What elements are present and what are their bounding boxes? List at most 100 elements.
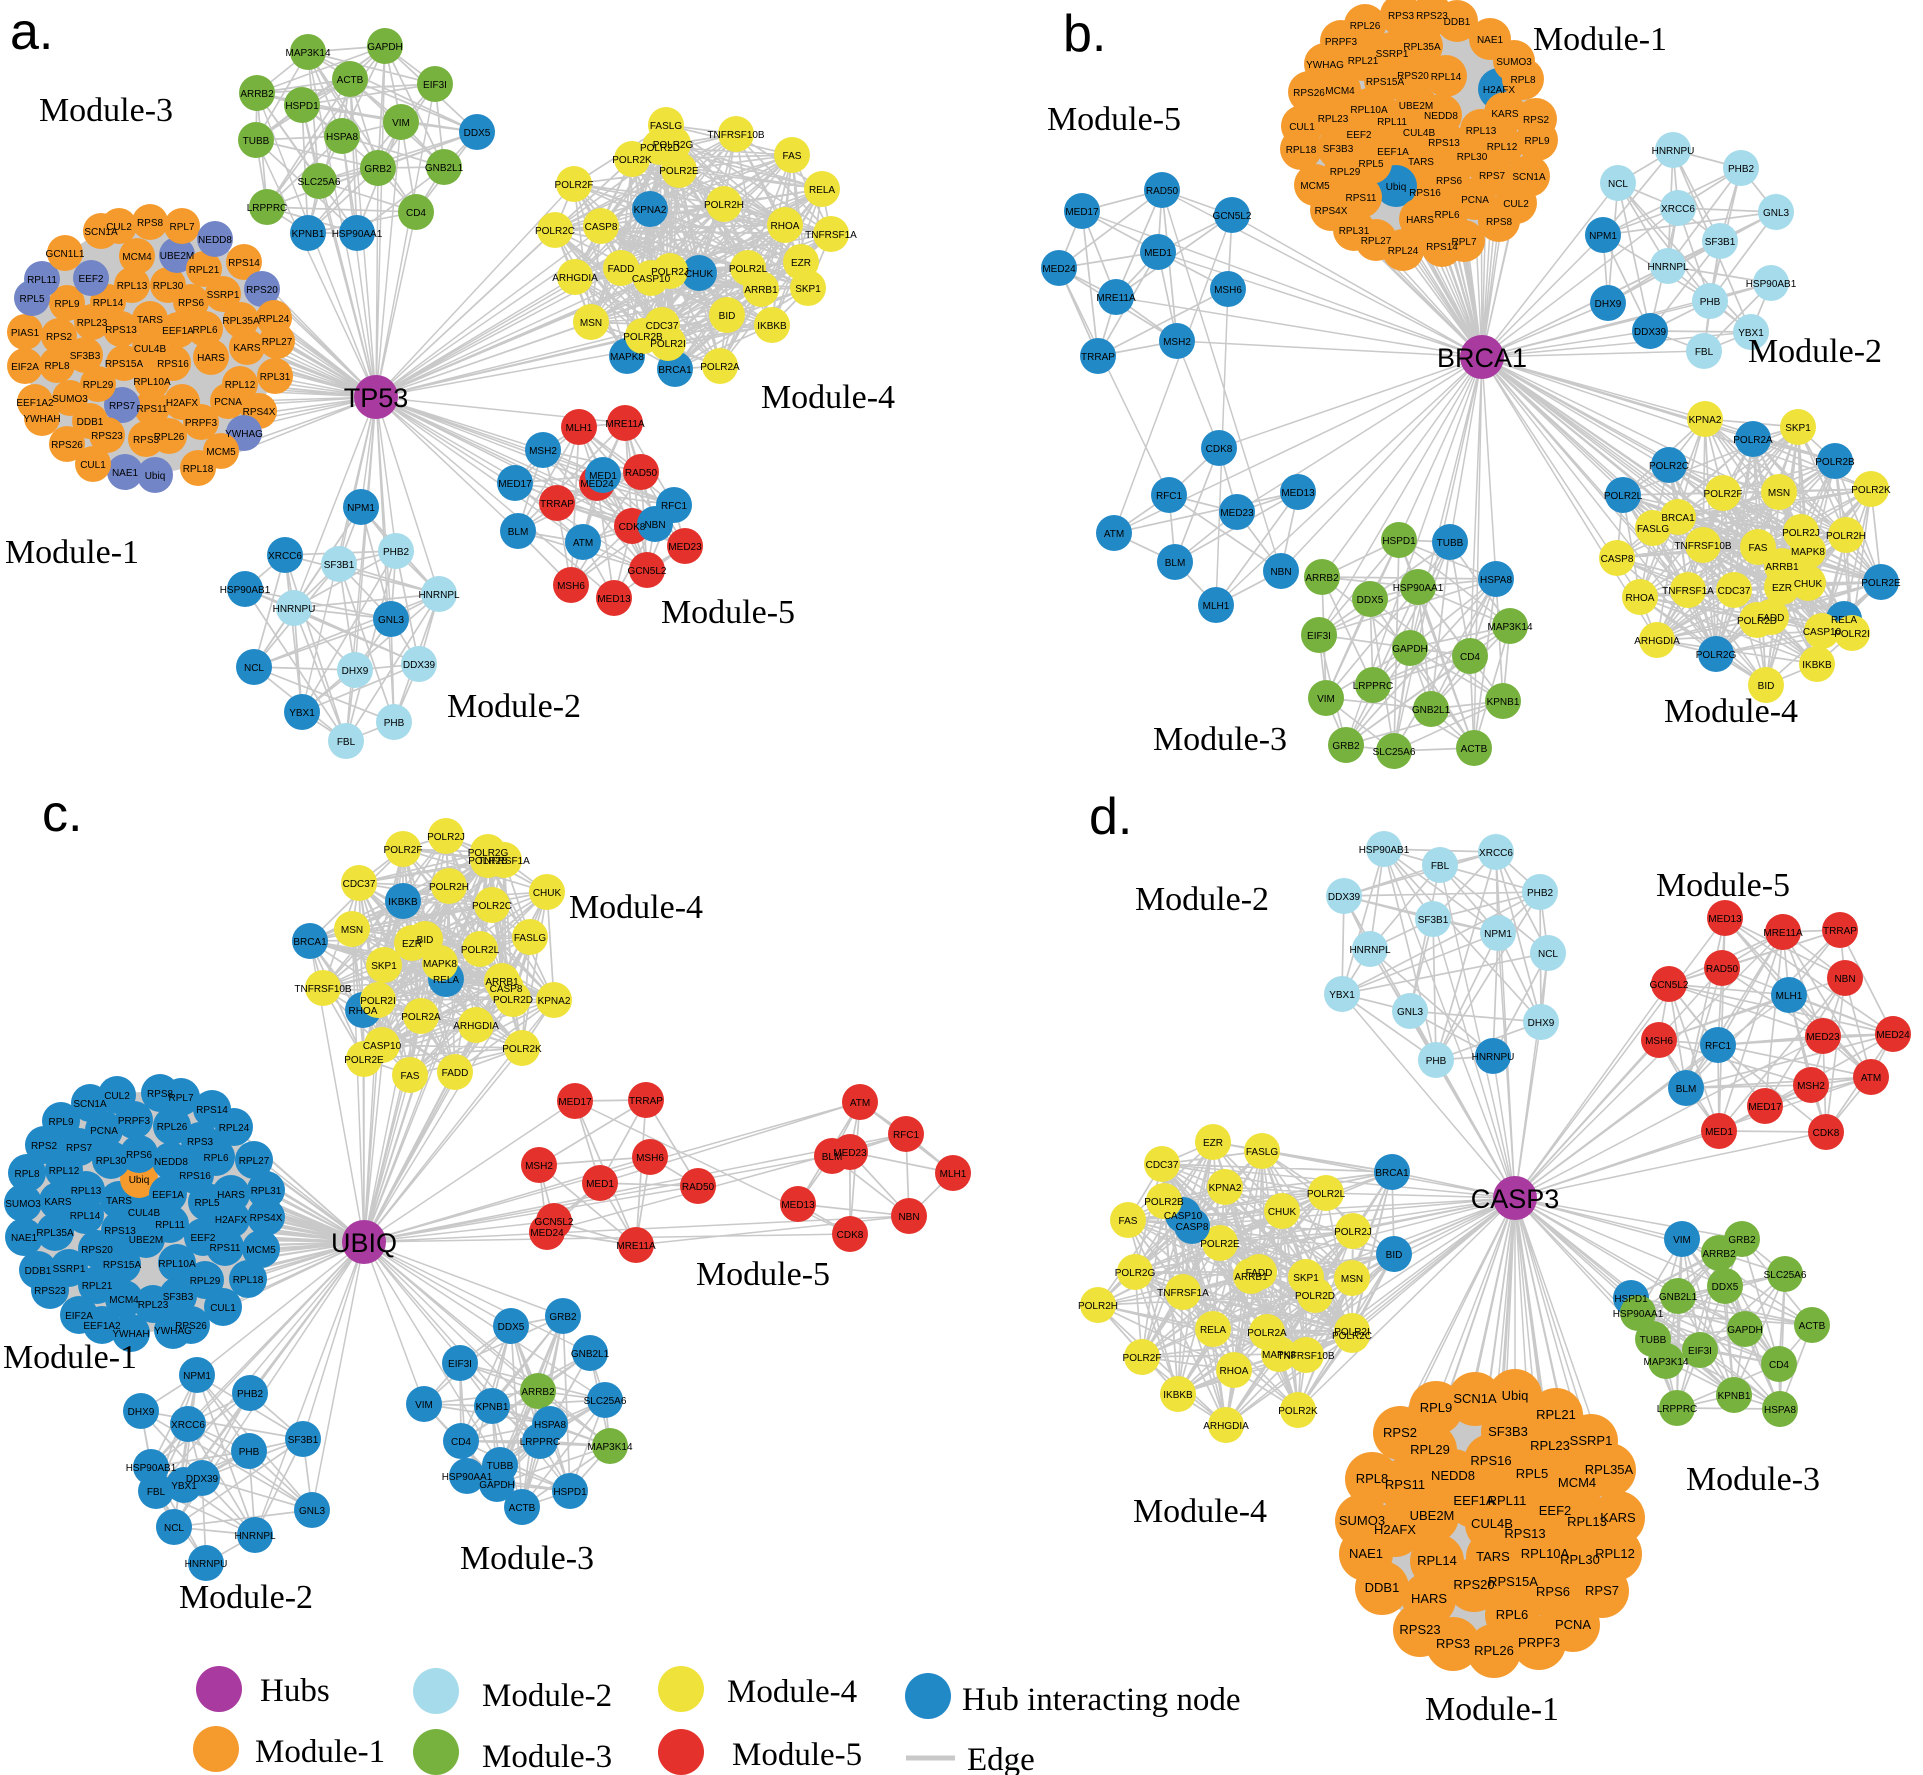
svg-text:SF3B3: SF3B3 [1488,1424,1528,1439]
svg-text:SF3B1: SF3B1 [288,1435,319,1446]
svg-text:FASLG: FASLG [1246,1147,1278,1158]
svg-text:TNFRSF1A: TNFRSF1A [1157,1288,1209,1299]
svg-text:FADD: FADD [442,1068,469,1079]
svg-text:EEF1A: EEF1A [162,326,194,337]
svg-text:POLR2L: POLR2L [729,264,768,275]
svg-text:CASP8: CASP8 [1601,554,1634,565]
svg-text:RPL27: RPL27 [239,1156,270,1167]
svg-text:POLR2E: POLR2E [344,1055,384,1066]
svg-text:RPS16: RPS16 [1409,188,1441,199]
svg-text:POLR2K: POLR2K [612,155,652,166]
svg-text:ACTB: ACTB [1461,744,1488,755]
svg-text:RPS16: RPS16 [1470,1453,1511,1468]
svg-text:POLR2D: POLR2D [1295,1291,1335,1302]
svg-text:VIM: VIM [415,1400,433,1411]
svg-text:HSP90AB1: HSP90AB1 [1746,279,1797,290]
svg-text:UBE2M: UBE2M [1399,101,1433,112]
svg-text:RPS13: RPS13 [1504,1526,1545,1541]
svg-text:POLR2F: POLR2F [1123,1353,1162,1364]
svg-text:POLR2A: POLR2A [700,362,740,373]
svg-text:RPL12: RPL12 [1487,142,1518,153]
svg-text:TARS: TARS [137,315,163,326]
svg-text:ACTB: ACTB [337,75,364,86]
svg-text:XRCC6: XRCC6 [268,551,302,562]
svg-text:EIF2A: EIF2A [11,362,39,373]
svg-text:RPL7: RPL7 [169,222,194,233]
svg-text:CUL1: CUL1 [210,1303,236,1314]
svg-text:RPL9: RPL9 [48,1117,73,1128]
svg-text:CDK8: CDK8 [1813,1128,1840,1139]
svg-text:GRB2: GRB2 [1728,1235,1756,1246]
svg-text:NPM1: NPM1 [1589,231,1617,242]
svg-text:HSPA8: HSPA8 [1764,1405,1796,1416]
svg-text:FASLG: FASLG [514,933,546,944]
svg-text:KARS: KARS [233,343,261,354]
svg-text:SF3B1: SF3B1 [1705,237,1736,248]
svg-text:RPL21: RPL21 [82,1281,113,1292]
svg-text:POLR2L: POLR2L [461,945,500,956]
svg-text:CDK8: CDK8 [1206,444,1233,455]
svg-text:GCN5L2: GCN5L2 [628,566,667,577]
svg-text:IKBKB: IKBKB [1802,660,1832,671]
svg-text:RPL8: RPL8 [1510,75,1535,86]
svg-text:EEF2: EEF2 [78,274,103,285]
svg-text:POLR2G: POLR2G [1115,1268,1156,1279]
svg-text:SF3B1: SF3B1 [1418,915,1449,926]
svg-text:HSPD1: HSPD1 [1614,1294,1648,1305]
svg-text:ARRB1: ARRB1 [485,977,519,988]
svg-text:BRCA1: BRCA1 [1437,343,1527,373]
svg-text:POLR2J: POLR2J [1782,528,1820,539]
svg-text:PRPF3: PRPF3 [185,418,218,429]
svg-text:ARHGDIA: ARHGDIA [1203,1421,1249,1432]
svg-text:POLR2F: POLR2F [384,845,423,856]
svg-text:RHOA: RHOA [771,221,800,232]
svg-text:RPS20: RPS20 [1453,1577,1494,1592]
svg-text:CASP8: CASP8 [1176,1222,1209,1233]
svg-text:RPL8: RPL8 [14,1169,39,1180]
svg-text:DDX5: DDX5 [1357,595,1384,606]
svg-text:VIM: VIM [392,118,410,129]
svg-text:POLR2F: POLR2F [555,180,594,191]
svg-text:POLR2C: POLR2C [1332,1331,1372,1342]
svg-text:NAE1: NAE1 [1349,1546,1383,1561]
svg-text:DHX9: DHX9 [1595,299,1622,310]
svg-text:PHB2: PHB2 [1728,164,1755,175]
svg-text:RPL30: RPL30 [153,281,184,292]
svg-text:HSP90AB1: HSP90AB1 [1359,845,1410,856]
svg-text:HSPA8: HSPA8 [534,1420,566,1431]
svg-text:FBL: FBL [1431,861,1450,872]
svg-text:RHOA: RHOA [1220,1366,1249,1377]
svg-text:HSP90AB1: HSP90AB1 [126,1463,177,1474]
svg-text:CUL2: CUL2 [104,1091,130,1102]
svg-text:FAS: FAS [1119,1216,1138,1227]
svg-text:MED1: MED1 [1705,1127,1733,1138]
svg-text:EIF3I: EIF3I [1688,1346,1712,1357]
svg-text:RPS7: RPS7 [109,401,136,412]
svg-text:TUBB: TUBB [487,1461,514,1472]
svg-text:ARRB1: ARRB1 [1765,562,1799,573]
svg-text:MED13: MED13 [1708,914,1742,925]
svg-text:MED24: MED24 [1042,264,1076,275]
svg-text:POLR2E: POLR2E [1861,578,1901,589]
svg-text:RPL26: RPL26 [157,1122,188,1133]
svg-text:UBE2M: UBE2M [160,251,194,262]
svg-text:MAPK8: MAPK8 [610,352,644,363]
svg-text:Module-5: Module-5 [1047,101,1181,138]
svg-text:RPL35A: RPL35A [222,316,260,327]
svg-text:HARS: HARS [1411,1591,1447,1606]
svg-text:NCL: NCL [244,663,264,674]
svg-text:RAD50: RAD50 [1146,186,1179,197]
svg-text:MED23: MED23 [668,542,702,553]
svg-text:RPL11: RPL11 [1488,1493,1527,1508]
svg-text:b.: b. [1063,5,1106,63]
svg-text:SSRP1: SSRP1 [1376,49,1409,60]
svg-text:KARS: KARS [1600,1510,1636,1525]
svg-text:PCNA: PCNA [1461,195,1489,206]
svg-text:MED24: MED24 [1876,1030,1910,1041]
svg-text:GNB2L1: GNB2L1 [1412,705,1451,716]
svg-text:IKBKB: IKBKB [757,321,787,332]
svg-text:MED23: MED23 [833,1148,867,1159]
svg-text:NCL: NCL [1538,949,1558,960]
svg-text:RPS2: RPS2 [31,1141,58,1152]
svg-text:MAPK8: MAPK8 [1262,1350,1296,1361]
